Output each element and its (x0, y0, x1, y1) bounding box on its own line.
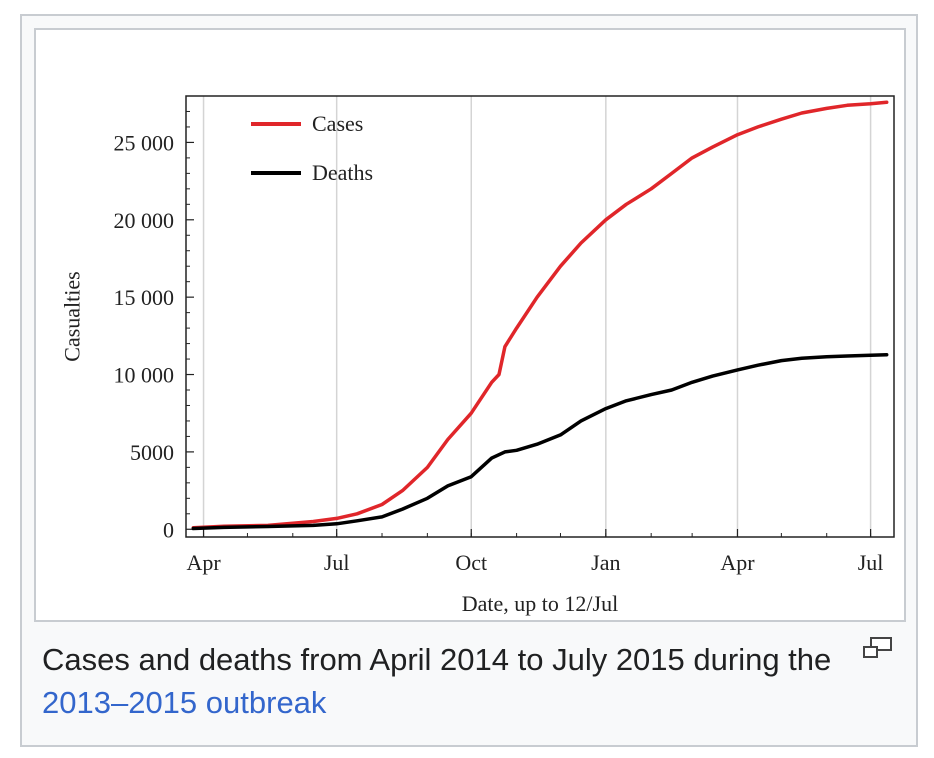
y-tick-label-3: 15 000 (114, 285, 175, 310)
x-tick-label-1: Jul (324, 550, 350, 575)
x-axis-label: Date, up to 12/Jul (462, 591, 618, 616)
x-tick-label-2: Oct (455, 550, 487, 575)
caption-text: Cases and deaths from April 2014 to July… (42, 642, 832, 677)
series-line-cases (191, 100, 889, 530)
grid-lines (202, 96, 872, 537)
figure-thumbnail: 0 5000 10 000 15 000 20 000 25 000 Apr Jul Oct J… (20, 14, 918, 747)
y-tick-label-2: 10 000 (114, 363, 175, 388)
legend: Cases Deaths (251, 111, 373, 185)
y-axis: 0 5000 10 000 15 000 20 000 25 000 (114, 110, 194, 542)
series-line-deaths (191, 352, 889, 531)
plot-frame (185, 95, 895, 538)
y-tick-label-1: 5000 (130, 440, 174, 465)
chart-figure[interactable]: 0 5000 10 000 15 000 20 000 25 000 Apr Jul Oct J… (34, 28, 906, 622)
figure-caption: Cases and deaths from April 2014 to July… (42, 638, 842, 724)
y-tick-label-4: 20 000 (114, 208, 175, 233)
magnify-clip-icon[interactable] (862, 636, 894, 662)
legend-label-cases: Cases (312, 111, 363, 136)
legend-label-deaths: Deaths (312, 160, 373, 185)
y-axis-label: Casualties (60, 271, 85, 361)
cases-deaths-chart: 0 5000 10 000 15 000 20 000 25 000 Apr Jul Oct J… (60, 95, 895, 616)
y-tick-label-5: 25 000 (114, 130, 175, 155)
x-tick-label-3: Jan (591, 550, 620, 575)
x-tick-label-0: Apr (186, 550, 221, 575)
outbreak-link[interactable]: 2013–2015 outbreak (42, 685, 327, 720)
x-tick-label-5: Jul (858, 550, 884, 575)
x-axis: Apr Jul Oct Jan Apr Jul (186, 529, 883, 575)
x-tick-label-4: Apr (720, 550, 755, 575)
y-tick-label-0: 0 (163, 517, 174, 542)
series-lines (191, 100, 889, 531)
